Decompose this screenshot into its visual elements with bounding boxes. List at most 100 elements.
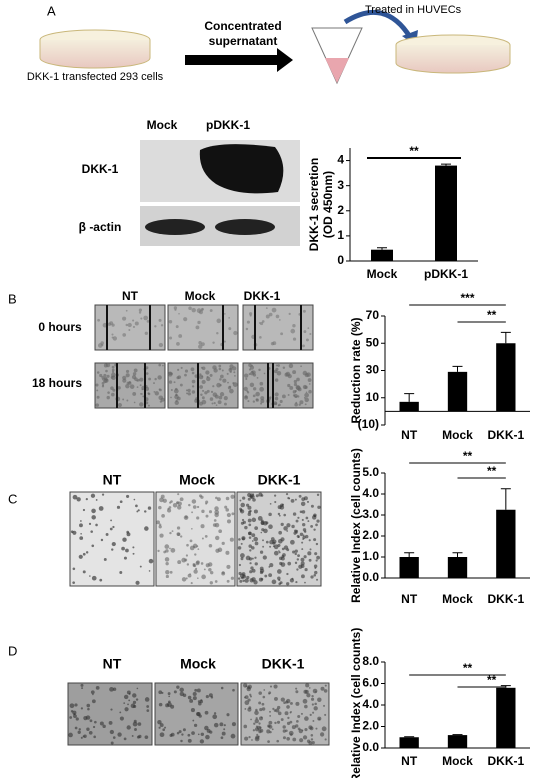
cell [240,557,244,561]
cell [292,370,297,375]
cell [175,325,179,329]
cell [304,530,307,533]
cell [209,373,213,377]
cell [300,574,305,579]
cell [299,400,304,405]
cell [305,338,309,342]
cell [191,390,196,394]
cell [219,392,225,397]
cell [282,736,286,740]
cell [191,379,196,384]
cell [109,527,113,531]
cell [300,557,305,562]
cell [243,683,248,688]
cell [187,392,191,396]
cell [254,526,259,531]
cell [274,392,279,397]
cell [82,508,86,512]
cell [306,500,310,503]
cell [212,392,218,397]
cell [304,397,309,403]
cell [92,725,96,729]
cell [112,525,115,529]
cell [129,384,135,389]
cell [225,550,230,555]
cell [111,333,114,336]
cell [314,702,317,706]
cell [225,508,229,512]
cell [183,515,189,520]
micrograph [94,362,166,409]
cell [222,378,227,383]
cell [201,379,206,385]
cell [295,395,298,398]
cell [165,549,169,553]
cell [108,721,113,725]
cell [247,684,252,689]
cell [126,399,129,402]
cell [94,720,97,724]
cell [169,336,173,340]
cell [105,378,109,381]
cell [191,731,195,735]
cell [200,393,203,396]
cell [266,729,271,734]
cell [204,710,209,715]
cell [110,708,113,711]
cell [275,314,280,319]
cell [311,741,315,745]
cell [258,368,261,372]
cell [95,523,98,527]
cell [196,505,200,509]
cell [199,699,203,704]
cell [203,568,206,571]
cell [255,494,259,498]
cell [259,550,264,554]
cell [137,722,142,726]
cell [192,696,197,701]
cell [173,381,176,384]
cell [251,517,257,523]
cell [246,575,250,580]
cell [75,717,79,721]
micrograph [94,304,166,351]
cell [183,317,188,322]
cell [283,513,287,517]
column-label: Mock [179,472,215,488]
cell [159,400,163,403]
cell [311,703,314,706]
cell [168,380,173,384]
cell [158,505,162,510]
y-axis-label: DKK-1 secretion [307,158,321,251]
cell [289,386,294,390]
cell [145,372,149,375]
cell [223,313,226,315]
cell [143,315,148,321]
cell [243,724,248,729]
cell [176,731,180,735]
cell [162,364,164,367]
cell [305,516,309,520]
cell [250,718,252,721]
cell [239,507,243,511]
y-tick-label: 1.0 [362,549,379,563]
cell [109,321,114,326]
cell [137,509,140,512]
cell [184,373,187,377]
cell [173,306,178,310]
cell [144,697,150,702]
cell [146,705,150,708]
cell [310,738,314,741]
cell [252,493,255,496]
cell [119,571,123,574]
cell [205,695,209,699]
cell [165,570,170,575]
cell [165,574,169,579]
cell [261,528,265,532]
cell [248,523,252,527]
cell [100,538,104,542]
cell [85,551,89,554]
cell [251,370,256,375]
cell [195,567,198,570]
cell [286,572,289,576]
